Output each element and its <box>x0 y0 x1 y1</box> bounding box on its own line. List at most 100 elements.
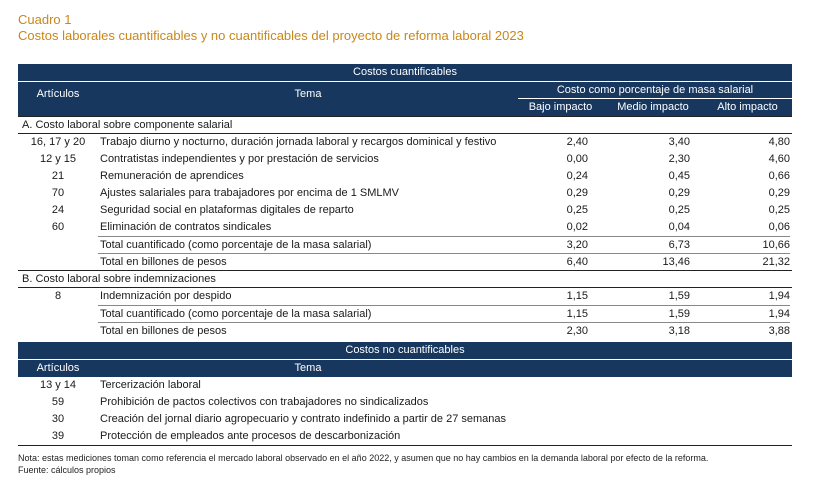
cell-articulo: 59 <box>51 396 65 408</box>
cell-tema: Total cuantificado (como porcentaje de l… <box>98 236 518 253</box>
cell-medio: 0,04 <box>668 221 690 233</box>
col-articulos: Artículos <box>36 362 80 374</box>
col-group-label: Costo como porcentaje de masa salarial <box>518 82 792 99</box>
col-articulos: Artículos <box>36 88 80 100</box>
cell-articulo: 8 <box>54 290 62 302</box>
table-row: 70 Ajustes salariales para trabajadores … <box>18 185 792 202</box>
cell-empty <box>18 322 98 339</box>
cell-tema: Remuneración de aprendices <box>100 170 244 182</box>
col-bajo: Bajo impacto <box>528 101 593 113</box>
cell-bajo: 0,00 <box>566 153 588 165</box>
cell-medio: 1,59 <box>668 290 690 302</box>
section-a-label: A. Costo laboral sobre componente salari… <box>18 116 792 134</box>
col-tema: Tema <box>294 88 322 100</box>
cell-articulo: 13 y 14 <box>39 379 77 391</box>
total-row: Total cuantificado (como porcentaje de l… <box>18 305 792 322</box>
table-row: 39 Protección de empleados ante procesos… <box>18 428 792 446</box>
nonquantifiable-costs-table: Costos no cuantificables Artículos Tema … <box>18 342 792 446</box>
cell-tema: Total cuantificado (como porcentaje de l… <box>98 305 518 322</box>
table-number: Cuadro 1 <box>18 12 72 27</box>
cell-articulo: 39 <box>51 430 65 442</box>
cell-articulo: 60 <box>51 221 65 233</box>
col-tema: Tema <box>294 362 322 374</box>
table-row: 24 Seguridad social en plataformas digit… <box>18 202 792 219</box>
cell-alto: 1,94 <box>768 290 790 302</box>
cell-tema: Trabajo diurno y nocturno, duración jorn… <box>100 136 497 148</box>
note-text: Nota: estas mediciones toman como refere… <box>18 453 709 463</box>
table-row: 30 Creación del jornal diario agropecuar… <box>18 411 792 428</box>
cell-tema: Seguridad social en plataformas digitale… <box>100 204 354 216</box>
table-row: 13 y 14 Tercerización laboral <box>18 377 792 394</box>
cell-medio: 0,29 <box>668 187 690 199</box>
cell-articulo: 24 <box>51 204 65 216</box>
cell-medio: 0,25 <box>668 204 690 216</box>
cell-tema: Protección de empleados ante procesos de… <box>100 430 401 442</box>
table-row: 60 Eliminación de contratos sindicales 0… <box>18 219 792 236</box>
cell-articulo: 30 <box>51 413 65 425</box>
cell-tema: Contratistas independientes y por presta… <box>100 153 379 165</box>
table-row: 59 Prohibición de pactos colectivos con … <box>18 394 792 411</box>
table-title-block: Cuadro 1 Costos laborales cuantificables… <box>18 12 524 44</box>
cell-alto: 1,94 <box>690 305 790 322</box>
cell-medio: 1,59 <box>588 305 690 322</box>
cell-tema: Total en billones de pesos <box>98 253 518 270</box>
table-row: 8 Indemnización por despido 1,15 1,59 1,… <box>18 288 792 305</box>
cell-medio: 3,18 <box>588 322 690 339</box>
table-row: 12 y 15 Contratistas independientes y po… <box>18 151 792 168</box>
cell-alto: 0,06 <box>768 221 790 233</box>
cell-tema: Prohibición de pactos colectivos con tra… <box>100 396 429 408</box>
quantifiable-header: Costos cuantificables <box>18 64 792 81</box>
cell-medio: 6,73 <box>588 236 690 253</box>
cell-alto: 4,80 <box>768 136 790 148</box>
col-cost-group: Costo como porcentaje de masa salarial B… <box>518 82 792 116</box>
table-notes: Nota: estas mediciones toman como refere… <box>18 452 708 476</box>
column-header-row: Artículos Tema <box>18 359 792 377</box>
cell-articulo: 16, 17 y 20 <box>30 136 86 148</box>
cell-bajo: 6,40 <box>518 253 588 270</box>
cell-tema: Tercerización laboral <box>100 379 201 391</box>
col-alto: Alto impacto <box>717 101 778 113</box>
cell-bajo: 0,02 <box>566 221 588 233</box>
cell-alto: 3,88 <box>690 322 790 339</box>
cell-alto: 21,32 <box>690 253 790 270</box>
cell-empty <box>18 236 98 253</box>
cell-alto: 0,66 <box>768 170 790 182</box>
cell-bajo: 1,15 <box>518 305 588 322</box>
source-text: Fuente: cálculos propios <box>18 465 116 475</box>
cell-bajo: 1,15 <box>566 290 588 302</box>
quantifiable-costs-table: Costos cuantificables Artículos Tema Cos… <box>18 64 792 339</box>
cell-bajo: 0,29 <box>566 187 588 199</box>
cell-medio: 0,45 <box>668 170 690 182</box>
cell-alto: 0,25 <box>768 204 790 216</box>
cell-tema: Ajustes salariales para trabajadores por… <box>100 187 399 199</box>
cell-alto: 0,29 <box>768 187 790 199</box>
cell-empty <box>18 253 98 270</box>
nonquantifiable-header: Costos no cuantificables <box>18 342 792 359</box>
column-header-row: Artículos Tema Costo como porcentaje de … <box>18 81 792 116</box>
total-row: Total en billones de pesos 6,40 13,46 21… <box>18 253 792 270</box>
cell-medio: 2,30 <box>668 153 690 165</box>
table-row: 16, 17 y 20 Trabajo diurno y nocturno, d… <box>18 134 792 151</box>
cell-bajo: 0,24 <box>566 170 588 182</box>
cell-empty <box>18 305 98 322</box>
cell-tema: Total en billones de pesos <box>98 322 518 339</box>
section-b-label: B. Costo laboral sobre indemnizaciones <box>18 270 792 288</box>
cell-articulo: 21 <box>51 170 65 182</box>
total-row: Total cuantificado (como porcentaje de l… <box>18 236 792 253</box>
total-row: Total en billones de pesos 2,30 3,18 3,8… <box>18 322 792 339</box>
cell-alto: 4,60 <box>768 153 790 165</box>
cell-medio: 3,40 <box>668 136 690 148</box>
cell-bajo: 2,40 <box>566 136 588 148</box>
header-spacer <box>518 360 792 377</box>
col-medio: Medio impacto <box>617 101 689 113</box>
cell-tema: Eliminación de contratos sindicales <box>100 221 272 233</box>
cell-medio: 13,46 <box>588 253 690 270</box>
cell-bajo: 3,20 <box>518 236 588 253</box>
cell-bajo: 0,25 <box>566 204 588 216</box>
cell-tema: Indemnización por despido <box>100 290 232 302</box>
cell-alto: 10,66 <box>690 236 790 253</box>
table-row: 21 Remuneración de aprendices 0,24 0,45 … <box>18 168 792 185</box>
cell-bajo: 2,30 <box>518 322 588 339</box>
cell-tema: Creación del jornal diario agropecuario … <box>100 413 507 425</box>
cell-articulo: 12 y 15 <box>39 153 77 165</box>
